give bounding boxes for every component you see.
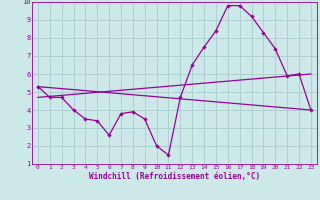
X-axis label: Windchill (Refroidissement éolien,°C): Windchill (Refroidissement éolien,°C) [89, 172, 260, 181]
